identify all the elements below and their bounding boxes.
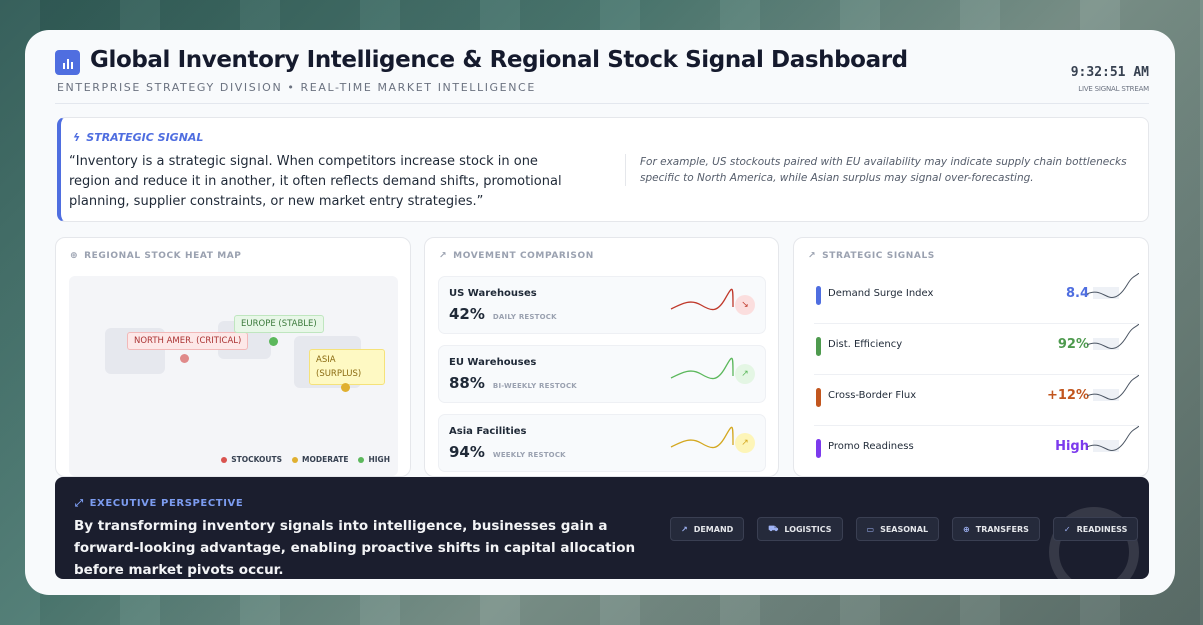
arrow-up-right-icon: ↗ xyxy=(808,251,817,261)
live-label: LIVE SIGNAL STREAM xyxy=(1078,85,1149,93)
signal-value: +12% xyxy=(1046,388,1089,403)
legend-high: HIGH xyxy=(368,455,390,464)
movement-row[interactable]: Asia Facilities 94% WEEKLY RESTOCK ↗ xyxy=(438,414,766,472)
region-label-north-america[interactable]: NORTH AMER. (CRITICAL) xyxy=(127,332,249,350)
movement-value: 42% xyxy=(449,305,485,323)
chip-label: DEMAND xyxy=(693,524,734,534)
panel-title: STRATEGIC SIGNALS xyxy=(822,251,935,261)
legend-moderate: MODERATE xyxy=(302,455,349,464)
region-dot-europe[interactable] xyxy=(269,337,278,346)
legend-stockouts: STOCKOUTS xyxy=(231,455,283,464)
page-title: Global Inventory Intelligence & Regional… xyxy=(90,47,908,73)
signal-row[interactable]: Dist. Efficiency 92% xyxy=(814,324,1139,375)
movement-value: 94% xyxy=(449,443,485,461)
globe-icon: ⊕ xyxy=(963,524,970,534)
movement-cadence: WEEKLY RESTOCK xyxy=(492,451,566,459)
movement-name: Asia Facilities xyxy=(449,426,527,437)
panel-title: REGIONAL STOCK HEAT MAP xyxy=(84,251,242,261)
clock: 9:32:51 AM xyxy=(1070,65,1149,80)
chip-transfers[interactable]: ⊕ TRANSFERS xyxy=(952,517,1040,541)
region-dot-asia[interactable] xyxy=(341,383,350,392)
executive-text: By transforming inventory signals into i… xyxy=(74,518,636,578)
region-label-asia[interactable]: ASIA (SURPLUS) xyxy=(309,349,385,385)
trend-up-icon: ↗ xyxy=(439,251,448,261)
signal-sparkline xyxy=(1087,426,1139,452)
chip-readiness[interactable]: ✓ READINESS xyxy=(1052,517,1139,541)
expand-icon: ⤢ xyxy=(75,498,84,509)
movement-row[interactable]: EU Warehouses 88% BI-WEEKLY RESTOCK ↗ xyxy=(438,345,766,403)
signal-quote: “Inventory is a strategic signal. When c… xyxy=(69,154,562,209)
trend-up-icon: ↗ xyxy=(735,364,755,384)
signal-color-bar xyxy=(816,439,821,458)
movement-sparkline xyxy=(670,426,734,449)
signal-color-bar xyxy=(816,337,821,356)
signal-row[interactable]: Cross-Border Flux +12% xyxy=(814,375,1139,426)
signal-value: 8.4 xyxy=(1065,286,1089,301)
page-subtitle: ENTERPRISE STRATEGY DIVISION • REAL-TIME… xyxy=(57,81,536,94)
signal-row[interactable]: Demand Surge Index 8.4 xyxy=(814,273,1139,324)
chip-demand[interactable]: ↗ DEMAND xyxy=(670,517,745,541)
signal-example: For example, US stockouts paired with EU… xyxy=(625,154,1140,186)
chip-seasonal[interactable]: ▭ SEASONAL xyxy=(855,517,940,541)
signal-name: Demand Surge Index xyxy=(828,288,934,299)
region-label-europe[interactable]: EUROPE (STABLE) xyxy=(234,315,324,333)
signal-value: 92% xyxy=(1057,337,1089,352)
chip-label: TRANSFERS xyxy=(975,524,1029,534)
signal-color-bar xyxy=(816,388,821,407)
truck-icon: ⛟ xyxy=(768,524,779,533)
movement-sparkline xyxy=(670,357,734,380)
trend-up-icon: ↗ xyxy=(735,433,755,453)
globe-watermark-icon xyxy=(1049,507,1139,579)
chip-label: LOGISTICS xyxy=(784,524,832,534)
signal-name: Cross-Border Flux xyxy=(828,390,917,401)
calendar-icon: ▭ xyxy=(866,524,875,534)
movement-panel: ↗ MOVEMENT COMPARISON US Warehouses 42% DA… xyxy=(424,237,779,477)
movement-value: 88% xyxy=(449,374,485,392)
heat-map-legend: STOCKOUTS MODERATE HIGH xyxy=(221,455,390,464)
signal-color-bar xyxy=(816,286,821,305)
trend-up-icon: ↗ xyxy=(681,524,688,534)
chip-logistics[interactable]: ⛟ LOGISTICS xyxy=(757,517,843,541)
movement-cadence: DAILY RESTOCK xyxy=(492,313,557,321)
globe-icon: ⊕ xyxy=(70,251,79,261)
heat-map: NORTH AMER. (CRITICAL) EUROPE (STABLE) A… xyxy=(69,276,398,476)
signal-name: Dist. Efficiency xyxy=(828,339,903,350)
region-dot-north-america[interactable] xyxy=(180,354,189,363)
chip-label: READINESS xyxy=(1076,524,1128,534)
signal-sparkline xyxy=(1087,273,1139,299)
signal-name: Promo Readiness xyxy=(828,441,914,452)
signal-row[interactable]: Promo Readiness High xyxy=(814,426,1139,477)
movement-name: EU Warehouses xyxy=(449,357,537,368)
chip-label: SEASONAL xyxy=(880,524,929,534)
executive-banner: ⤢ EXECUTIVE PERSPECTIVE By transforming i… xyxy=(55,477,1149,579)
movement-cadence: BI-WEEKLY RESTOCK xyxy=(492,382,577,390)
lightning-icon: ϟ xyxy=(73,131,81,144)
check-circle-icon: ✓ xyxy=(1063,524,1071,534)
signal-value: High xyxy=(1055,439,1089,454)
chip-group: ↗ DEMAND ⛟ LOGISTICS ▭ SEASONAL ⊕ TRANSFERS ✓ REA… xyxy=(670,517,1139,541)
movement-sparkline xyxy=(670,288,734,311)
dashboard-card: Global Inventory Intelligence & Regional… xyxy=(25,30,1175,595)
movement-name: US Warehouses xyxy=(449,288,537,299)
strategic-signals-panel: ↗ STRATEGIC SIGNALS Demand Surge Index 8.… xyxy=(793,237,1149,477)
trend-down-icon: ↘ xyxy=(735,295,755,315)
heat-map-panel: ⊕ REGIONAL STOCK HEAT MAP NORTH AMER. (CR… xyxy=(55,237,411,477)
strategic-signal-box: ϟ STRATEGIC SIGNAL “Inventory is a strate… xyxy=(57,117,1149,222)
executive-heading: EXECUTIVE PERSPECTIVE xyxy=(89,498,244,509)
chart-logo-icon xyxy=(55,50,80,75)
movement-row[interactable]: US Warehouses 42% DAILY RESTOCK ↘ xyxy=(438,276,766,334)
signal-heading: STRATEGIC SIGNAL xyxy=(86,131,204,144)
signal-sparkline xyxy=(1087,324,1139,350)
panel-title: MOVEMENT COMPARISON xyxy=(453,251,594,261)
signal-sparkline xyxy=(1087,375,1139,401)
divider xyxy=(55,103,1149,104)
